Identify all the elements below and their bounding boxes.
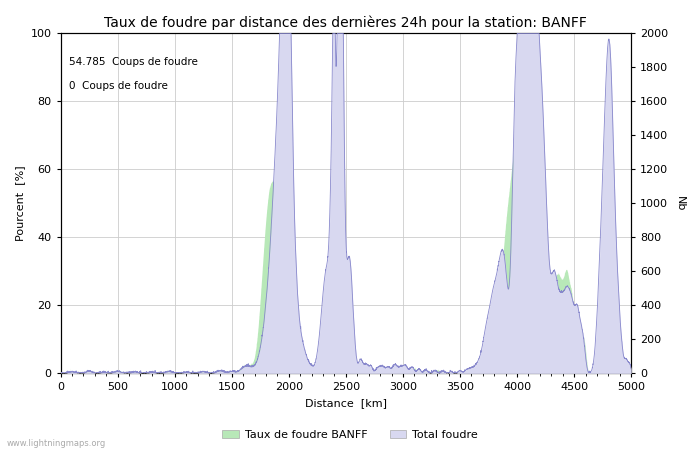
Legend: Taux de foudre BANFF, Total foudre: Taux de foudre BANFF, Total foudre (218, 425, 482, 445)
Title: Taux de foudre par distance des dernières 24h pour la station: BANFF: Taux de foudre par distance des dernière… (104, 15, 587, 30)
Text: 0  Coups de foudre: 0 Coups de foudre (69, 81, 168, 91)
Y-axis label: Nb: Nb (675, 196, 685, 211)
X-axis label: Distance  [km]: Distance [km] (305, 398, 387, 408)
Y-axis label: Pourcent  [%]: Pourcent [%] (15, 166, 25, 241)
Text: 54.785  Coups de foudre: 54.785 Coups de foudre (69, 57, 198, 67)
Text: www.lightningmaps.org: www.lightningmaps.org (7, 439, 106, 448)
